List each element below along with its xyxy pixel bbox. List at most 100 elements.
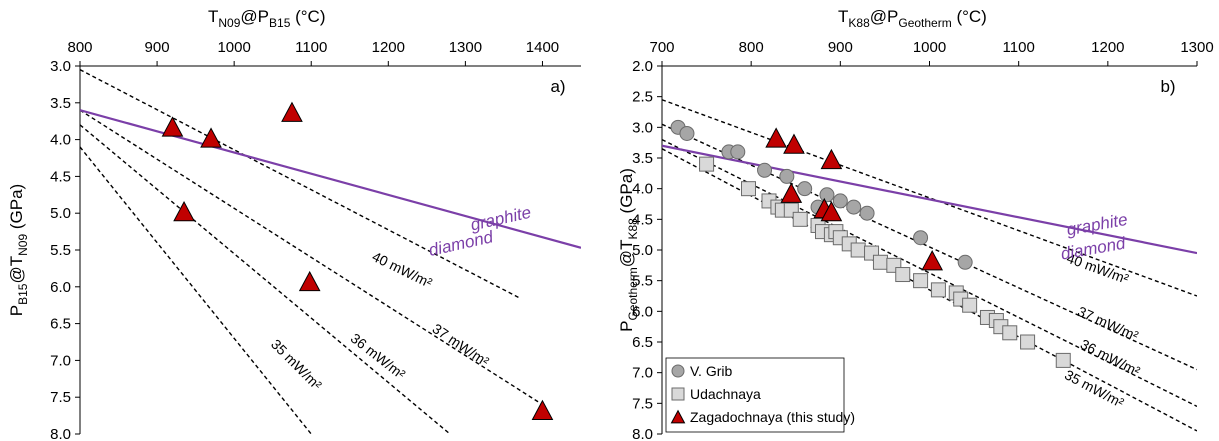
panel-a-geotherm-line (80, 109, 543, 406)
panel-b-point-circle (757, 162, 773, 178)
panel-b-point-square (1020, 334, 1036, 350)
panel-a-geotherm-label: 37 mW/m² (430, 320, 493, 370)
panel-b-point-triangle (783, 133, 805, 154)
panel-a-y-tick-label: 6.0 (50, 279, 71, 296)
panel-a-y-tick-label: 5.5 (50, 242, 71, 259)
panel-b-y-tick-label: 5.0 (632, 242, 653, 259)
panel-a-x-tick-label: 1400 (526, 39, 559, 56)
panel-b-point-circle (819, 187, 835, 203)
panel-a-geotherm-line (80, 146, 312, 434)
panel-b-point-square (1002, 325, 1018, 341)
panel-b-x-tick-label: 1200 (1091, 39, 1124, 56)
panel-b-x-tick-label: 700 (649, 39, 674, 56)
panel-a-x-tick-label: 1300 (449, 39, 482, 56)
panel-b-x-tick-label: 1100 (1003, 39, 1035, 56)
panel-b-point-circle (797, 181, 813, 197)
panel-a-plot-area (80, 69, 581, 434)
panel-a-y-tick-label: 7.5 (50, 389, 71, 406)
panel-a-geotherm-line (80, 69, 520, 299)
panel-b-panel-label: b) (1160, 77, 1175, 96)
panel-b-point-square (913, 273, 929, 289)
panel-b-x-axis-title: TK88@PGeotherm (°C) (838, 7, 987, 30)
panel-b-y-axis-title: PGeotherm@TK88 (GPa) (617, 168, 640, 332)
panel-b-point-circle (957, 254, 973, 270)
panel-a-y-tick-label: 3.0 (50, 58, 71, 75)
panel-a: 800 900 1000 1100 1200 1300 1400 3.0 3.5 4.0 4.5 5.… (50, 39, 581, 441)
panel-b-y-tick-label: 3.5 (632, 150, 653, 167)
panel-b-point-triangle (820, 148, 843, 170)
panel-b-point-square (895, 267, 911, 283)
panel-a-point-triangle (281, 101, 303, 122)
panel-b-y-tick-label: 6.0 (632, 303, 653, 320)
panel-b-graphite-diamond-line (662, 144, 1197, 255)
panel-a-point-triangle (161, 116, 184, 137)
panel-a-x-tick-label: 1000 (217, 39, 250, 56)
panel-a-point-triangle (531, 399, 554, 420)
panel-b: 700 800 900 1000 1100 1200 1300 2.0 2.5 3.0 3.5 4.0… (632, 39, 1214, 441)
panel-b-y-tick-label: 7.0 (632, 365, 653, 382)
panel-b-point-circle (832, 193, 848, 209)
panel-a-x-tick-label: 900 (145, 39, 170, 56)
panel-b-legend-symbol-square (671, 387, 685, 401)
panel-b-point-triangle (820, 200, 843, 222)
panel-b-point-square (872, 254, 888, 270)
panel-b-point-square (930, 282, 946, 298)
panel-a-y-tick-label: 7.0 (50, 352, 71, 369)
panel-a-x-tick-label: 1200 (372, 39, 405, 56)
panel-b-geotherm-line (662, 99, 1197, 297)
panel-b-point-circle (679, 125, 695, 141)
panel-a-graphite-diamond-line (80, 109, 581, 249)
panel-b-y-tick-label: 2.0 (632, 58, 653, 75)
panel-b-legend (665, 357, 845, 433)
panel-b-y-tick-label: 5.5 (632, 273, 653, 290)
panel-a-diamond-label: diamond (427, 227, 495, 260)
panel-b-point-square (1055, 352, 1071, 368)
panel-b-y-tick-label: 7.5 (632, 395, 653, 412)
panel-b-point-circle (913, 230, 929, 246)
panel-b-x-tick-label: 800 (739, 39, 764, 56)
panel-b-point-square (850, 242, 866, 258)
panel-a-panel-label: a) (550, 77, 565, 96)
panel-a-y-tick-label: 5.0 (50, 205, 71, 222)
panel-a-point-triangle (298, 270, 321, 292)
panel-a-geotherm-line (80, 124, 451, 434)
panel-b-point-square (699, 156, 715, 172)
panel-b-point-square (792, 211, 808, 227)
panel-b-geotherm-line (662, 123, 1197, 371)
panel-b-point-triangle (921, 250, 944, 271)
panel-a-y-tick-label: 3.5 (50, 95, 71, 112)
panel-a-point-triangle (200, 127, 222, 148)
panel-b-y-tick-label: 4.5 (632, 211, 653, 228)
panel-b-x-tick-label: 1000 (913, 39, 946, 56)
panel-a-y-tick-label: 8.0 (50, 426, 71, 441)
panel-a-x-tick-label: 800 (67, 39, 92, 56)
panel-b-point-circle (730, 144, 746, 160)
panel-b-point-circle (859, 205, 875, 221)
panel-b-legend-symbol-circle (671, 364, 685, 378)
panel-a-x-axis-title: TN09@PB15 (°C) (208, 7, 326, 30)
panel-b-y-tick-label: 2.5 (632, 89, 653, 106)
panel-a-geotherm-label: 35 mW/m² (268, 336, 325, 393)
panel-a-y-tick-label: 6.5 (50, 316, 71, 333)
panel-b-legend-entry: Udachnaya (690, 386, 761, 402)
panel-b-y-tick-label: 4.0 (632, 181, 653, 198)
panel-b-point-square (740, 181, 756, 197)
panel-b-y-tick-label: 3.0 (632, 119, 653, 136)
panel-b-x-tick-label: 1300 (1180, 39, 1213, 56)
panel-b-point-triangle (765, 127, 787, 148)
panel-a-geotherm-label: 40 mW/m² (370, 248, 435, 291)
panel-a-y-tick-label: 4.5 (50, 168, 71, 185)
panel-a-y-tick-label: 4.0 (50, 132, 71, 149)
panel-a-y-axis-title: PB15@TN09 (GPa) (7, 184, 30, 316)
panel-b-y-tick-label: 6.5 (632, 334, 653, 351)
panel-b-x-tick-label: 900 (828, 39, 853, 56)
panel-b-point-triangle (780, 182, 803, 203)
panel-b-y-tick-label: 8.0 (632, 426, 653, 441)
panel-b-point-circle (846, 199, 862, 215)
panel-b-point-square (962, 297, 978, 313)
panel-a-x-tick-label: 1100 (295, 39, 327, 56)
panel-b-legend-entry: Zagadochnaya (this study) (690, 409, 855, 425)
panel-b-legend-entry: V. Grib (690, 363, 732, 379)
panel-a-point-triangle (173, 200, 195, 222)
